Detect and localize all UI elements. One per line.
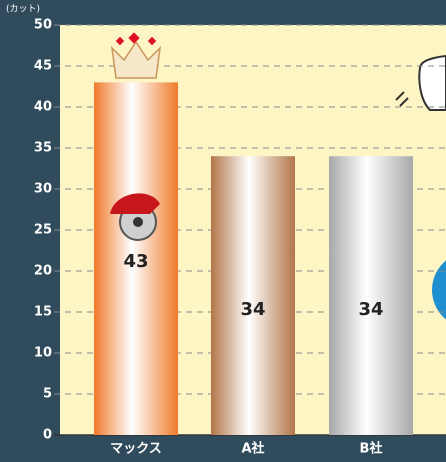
value-label: 34 [358, 299, 383, 320]
y-tick-label: 25 [34, 223, 52, 238]
y-tick-label: 35 [34, 141, 52, 156]
y-tick-label: 10 [34, 346, 52, 361]
y-tick-label: 0 [43, 428, 52, 443]
bar [211, 156, 295, 435]
x-tick-label: A社 [241, 441, 264, 457]
chart: (カット) 0 5 10 15 20 25 30 35 40 45 50 マックス A社 B社 43 34 3… [0, 0, 446, 462]
y-tick-label: 5 [43, 387, 52, 402]
crown-icon [112, 32, 160, 78]
y-tick-label: 15 [34, 305, 52, 320]
y-tick-label: 45 [34, 59, 52, 74]
y-tick-label: 30 [34, 182, 52, 197]
value-label: 34 [240, 299, 265, 320]
y-tick-label: 20 [34, 264, 52, 279]
x-tick-label: B社 [360, 441, 383, 457]
bar [329, 156, 413, 435]
value-label: 43 [123, 251, 148, 272]
y-tick-label: 50 [34, 18, 52, 33]
y-unit: (カット) [6, 4, 40, 15]
y-tick-label: 40 [34, 100, 52, 115]
x-tick-label: マックス [110, 442, 162, 457]
